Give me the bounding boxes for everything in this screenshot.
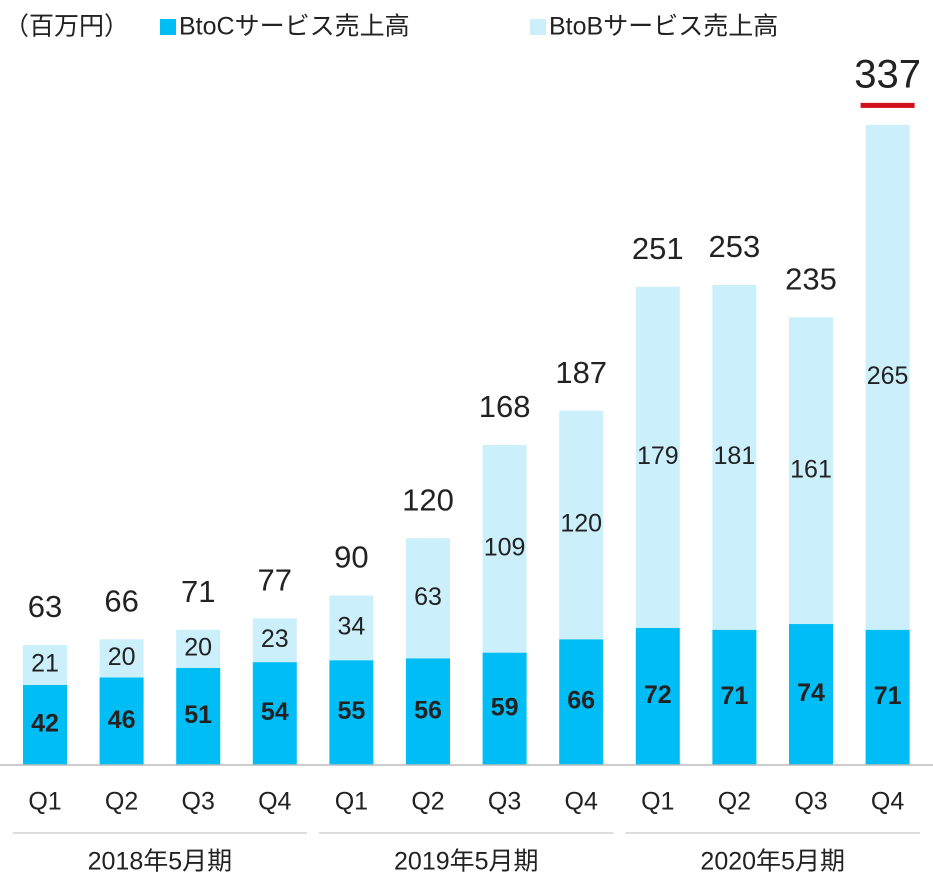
- value-label: 179: [637, 442, 679, 470]
- bar-segment: [712, 284, 757, 630]
- value-label: 23: [261, 625, 289, 653]
- bar-segment: [406, 538, 450, 659]
- x-tick-label: Q4: [871, 788, 904, 816]
- bar-segment: [406, 658, 450, 765]
- bar-segment: [865, 629, 910, 765]
- bar-segment: [23, 684, 67, 765]
- bar-segment: [252, 618, 297, 663]
- value-label: 55: [337, 697, 365, 725]
- bar-segment: [329, 595, 374, 661]
- value-label: 109: [484, 533, 526, 561]
- value-label: 54: [261, 698, 289, 726]
- value-label: 181: [714, 442, 756, 470]
- total-label: 235: [785, 262, 837, 297]
- bar-segment: [482, 652, 527, 765]
- value-label: 46: [108, 706, 136, 734]
- x-tick-label: Q2: [718, 788, 751, 816]
- value-label: 21: [31, 650, 59, 678]
- bar-segment: [712, 629, 757, 765]
- value-label: 120: [560, 510, 602, 538]
- bar-segment: [789, 624, 833, 765]
- bar-segment: [176, 629, 221, 668]
- bar-segment: [559, 639, 604, 765]
- total-label: 66: [104, 583, 138, 618]
- unit-label: （百万円）: [4, 13, 129, 41]
- value-label: 59: [491, 693, 519, 721]
- total-label: 168: [479, 389, 531, 424]
- bar-segment: [23, 644, 67, 685]
- bar-segment: [329, 660, 374, 765]
- bar-segment: [865, 124, 910, 630]
- value-label: 63: [414, 583, 442, 611]
- bar-segment: [99, 639, 144, 678]
- value-label: 42: [31, 710, 59, 738]
- value-label: 66: [567, 687, 595, 715]
- bar-segment: [482, 444, 527, 653]
- bar-segment: [559, 410, 604, 640]
- bar-segment: [99, 677, 144, 765]
- value-label: 56: [414, 696, 442, 724]
- bar-segment: [176, 667, 221, 765]
- bar-segment: [635, 627, 680, 765]
- group-label: 2019年5月期: [394, 848, 539, 876]
- value-label: 161: [790, 455, 832, 483]
- value-label: 20: [108, 643, 136, 671]
- legend-label: BtoCサービス売上高: [179, 13, 410, 41]
- x-tick-label: Q1: [335, 788, 368, 816]
- value-label: 34: [337, 612, 365, 640]
- total-label: 187: [555, 355, 607, 390]
- value-label: 71: [720, 682, 748, 710]
- x-tick-label: Q4: [565, 788, 598, 816]
- total-label: 253: [709, 229, 761, 264]
- total-label: 63: [28, 589, 62, 624]
- group-label: 2020年5月期: [700, 848, 845, 876]
- value-label: 71: [874, 682, 902, 710]
- legend-swatch: [160, 19, 176, 35]
- value-label: 20: [184, 633, 212, 661]
- x-tick-label: Q3: [794, 788, 827, 816]
- total-label: 71: [181, 574, 215, 609]
- value-label: 51: [184, 701, 212, 729]
- x-tick-label: Q1: [641, 788, 674, 816]
- total-label: 90: [334, 540, 368, 575]
- value-label: 72: [644, 681, 672, 709]
- x-tick-label: Q3: [488, 788, 521, 816]
- legend-label: BtoBサービス売上高: [549, 13, 778, 41]
- x-tick-label: Q1: [28, 788, 61, 816]
- legend-swatch: [530, 19, 546, 35]
- x-tick-label: Q2: [105, 788, 138, 816]
- x-tick-label: Q2: [411, 788, 444, 816]
- group-label: 2018年5月期: [88, 848, 233, 876]
- bar-segment: [252, 662, 297, 765]
- bar-segment: [789, 317, 833, 625]
- total-label: 251: [632, 231, 684, 266]
- bar-segment: [635, 286, 680, 628]
- x-tick-label: Q3: [182, 788, 215, 816]
- total-label: 77: [258, 562, 292, 597]
- value-label: 265: [867, 362, 909, 390]
- total-label: 120: [402, 482, 454, 517]
- total-label: 337: [854, 52, 921, 96]
- highlight-underline: [860, 102, 915, 108]
- value-label: 74: [797, 679, 825, 707]
- x-tick-label: Q4: [258, 788, 291, 816]
